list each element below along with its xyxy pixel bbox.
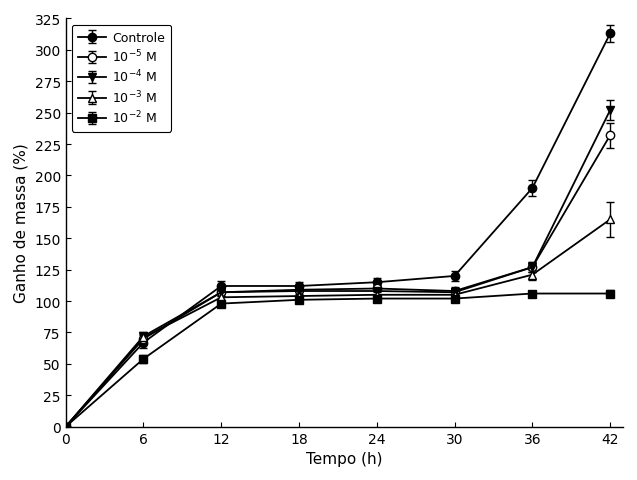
Legend: Controle, $10^{-5}$ M, $10^{-4}$ M, $10^{-3}$ M, $10^{-2}$ M: Controle, $10^{-5}$ M, $10^{-4}$ M, $10^…: [72, 25, 171, 132]
X-axis label: Tempo (h): Tempo (h): [306, 451, 383, 466]
Y-axis label: Ganho de massa (%): Ganho de massa (%): [14, 144, 29, 303]
